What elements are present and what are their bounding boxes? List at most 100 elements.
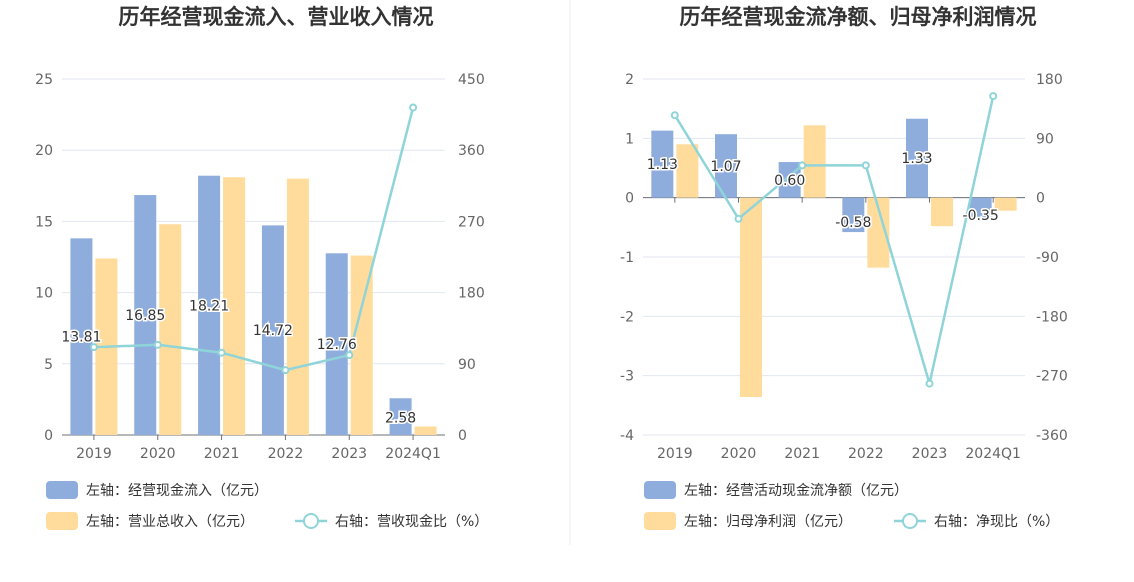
left-axis-tick-label: 0 <box>44 428 53 444</box>
right-axis-tick-label: 360 <box>458 143 485 159</box>
legend-swatch <box>644 481 676 499</box>
right-axis-tick-label: 90 <box>1036 131 1054 147</box>
bar-series-2 <box>350 255 373 435</box>
legend-label: 右轴：营收现金比（%） <box>335 514 488 530</box>
x-axis-tick-label: 2021 <box>204 446 240 462</box>
data-label: 14.72 <box>253 323 293 339</box>
x-axis-tick-label: 2022 <box>848 446 884 462</box>
legend-swatch <box>46 481 78 499</box>
data-label: -0.35 <box>963 208 999 224</box>
right-axis-tick-label: 180 <box>1036 72 1063 88</box>
x-axis-tick-label: 2023 <box>331 446 367 462</box>
x-axis-tick-label: 2023 <box>912 446 948 462</box>
bar-series-2 <box>931 197 953 227</box>
legend-swatch <box>46 512 78 530</box>
bar-series-2 <box>676 144 699 198</box>
bar-series-1 <box>715 134 737 198</box>
legend-marker <box>902 513 918 529</box>
bar-series-2 <box>159 224 182 435</box>
line-point <box>153 340 162 349</box>
bar-series-1 <box>261 225 284 435</box>
x-axis-tick-label: 2021 <box>784 446 820 462</box>
line-point <box>798 161 807 170</box>
right-axis-tick-label: -180 <box>1036 309 1068 325</box>
bar-series-1 <box>906 118 928 198</box>
right-axis-tick-label: 0 <box>1036 191 1045 207</box>
data-label: 12.76 <box>317 337 357 353</box>
bar-series-1 <box>70 238 93 435</box>
bar-series-1 <box>198 175 221 435</box>
data-label: 1.33 <box>901 151 932 167</box>
left-axis-tick-label: 5 <box>44 357 53 373</box>
bar-series-2 <box>740 197 762 398</box>
line-point <box>861 161 870 170</box>
left-axis-tick-label: 2 <box>625 72 634 88</box>
left-axis-tick-label: -1 <box>620 250 634 266</box>
data-label: 2.58 <box>385 410 416 426</box>
legend-label: 左轴：营业总收入（亿元） <box>86 514 254 530</box>
left-axis-tick-label: 15 <box>35 214 53 230</box>
bar-series-1 <box>842 197 865 233</box>
data-label: 16.85 <box>125 308 165 324</box>
left-axis-tick-label: -3 <box>620 369 634 385</box>
legend-label: 左轴：经营现金流入（亿元） <box>86 483 268 499</box>
line-point <box>89 343 98 352</box>
bar-series-2 <box>867 197 890 268</box>
left-axis-tick-label: 0 <box>625 191 634 207</box>
bar-series-1 <box>389 398 412 435</box>
line-series <box>673 95 995 384</box>
x-axis-tick-label: 2022 <box>268 446 304 462</box>
line-series <box>93 107 415 372</box>
bar-series-2 <box>994 197 1017 211</box>
data-label: 18.21 <box>189 298 229 314</box>
right-axis-tick-label: -270 <box>1036 369 1068 385</box>
legend-swatch <box>644 512 676 530</box>
left-axis-tick-label: -2 <box>620 309 634 325</box>
chart-panel-2: 历年经营现金流净额、归母净利润情况 -4 -3 -2 -1 0 1 2 -360 -270 -180… <box>620 5 1068 530</box>
left-axis-tick-label: 25 <box>35 72 53 88</box>
legend-label: 左轴：经营活动现金流净额（亿元） <box>684 483 908 499</box>
right-axis-tick-label: 180 <box>458 286 485 302</box>
x-axis-tick-label: 2024Q1 <box>965 446 1021 462</box>
right-axis-tick-label: 270 <box>458 214 485 230</box>
bar-series-2 <box>803 125 826 198</box>
line-point <box>925 379 934 388</box>
x-axis-tick-label: 2024Q1 <box>385 446 441 462</box>
legend-marker <box>303 513 319 529</box>
bar-series-1 <box>969 197 992 219</box>
x-axis-tick-label: 2019 <box>657 446 693 462</box>
chart-title: 历年经营现金流入、营业收入情况 <box>119 5 434 29</box>
line-point <box>345 351 354 360</box>
legend-label: 右轴：净现比（%） <box>934 514 1059 530</box>
x-axis-tick-label: 2020 <box>721 446 757 462</box>
data-label: 0.60 <box>774 173 805 189</box>
left-axis-tick-label: 20 <box>35 143 53 159</box>
bar-series-2 <box>223 177 246 436</box>
left-axis-tick-label: 1 <box>625 131 634 147</box>
data-label: 1.07 <box>710 159 741 175</box>
line-point <box>989 92 998 101</box>
right-axis-tick-label: 0 <box>458 428 467 444</box>
data-label: 13.81 <box>61 330 101 346</box>
right-axis-tick-label: 450 <box>458 72 485 88</box>
line-point <box>409 103 418 112</box>
left-axis-tick-label: 10 <box>35 286 53 302</box>
bar-series-2 <box>414 426 437 435</box>
legend-label: 左轴：归母净利润（亿元） <box>684 513 852 530</box>
right-axis-tick-label: -360 <box>1036 428 1068 444</box>
chart-panel-1: 历年经营现金流入、营业收入情况 0 5 10 15 20 25 0 90 180 270 360 450… <box>35 5 488 530</box>
x-axis-tick-label: 2020 <box>140 446 176 462</box>
chart-title: 历年经营现金流净额、归母净利润情况 <box>680 5 1037 29</box>
right-axis-tick-label: -90 <box>1036 250 1059 266</box>
line-point <box>670 111 679 120</box>
bar-series-2 <box>286 178 309 435</box>
line-point <box>217 348 226 357</box>
data-label: -0.58 <box>835 215 871 231</box>
bar-series-1 <box>134 195 157 435</box>
bar-series-1 <box>651 130 674 198</box>
bar-series-1 <box>325 253 348 435</box>
data-label: 1.13 <box>647 157 678 173</box>
x-axis-tick-label: 2019 <box>76 446 112 462</box>
line-point <box>281 366 290 375</box>
